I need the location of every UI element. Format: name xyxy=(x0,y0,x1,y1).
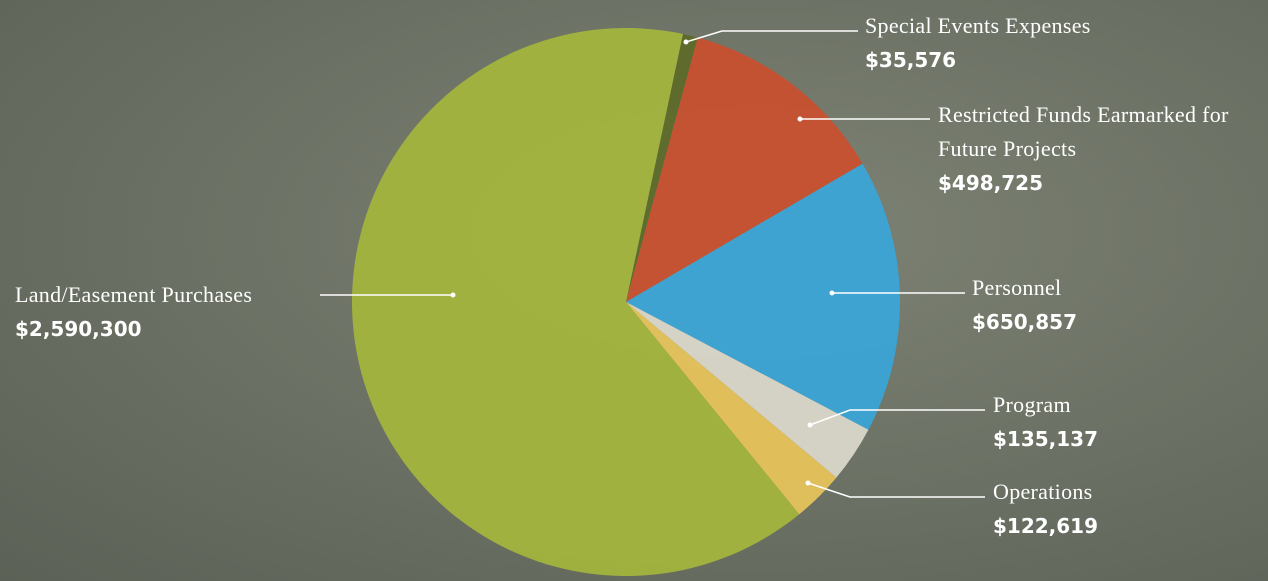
slice-value: $2,590,300 xyxy=(15,312,325,346)
slice-value: $135,137 xyxy=(993,422,1253,456)
page: {"chart_data": {"type": "pie", "categori… xyxy=(0,0,1268,581)
slice-label: Operations$122,619 xyxy=(993,475,1253,543)
slice-name: Personnel xyxy=(972,271,1252,305)
slice-value: $35,576 xyxy=(865,43,1245,77)
slice-label: Land/Easement Purchases$2,590,300 xyxy=(15,278,325,346)
leader-dot xyxy=(830,291,835,296)
leader-line xyxy=(686,31,858,42)
slice-label: Program$135,137 xyxy=(993,388,1253,456)
leader-dot xyxy=(806,481,811,486)
slice-label: Special Events Expenses$35,576 xyxy=(865,9,1245,77)
slice-value: $122,619 xyxy=(993,509,1253,543)
leader-dot xyxy=(808,423,813,428)
slice-label: Personnel$650,857 xyxy=(972,271,1252,339)
slice-name: Land/Easement Purchases xyxy=(15,278,325,312)
leader-line xyxy=(808,483,985,497)
slice-name: Operations xyxy=(993,475,1253,509)
leader-dot xyxy=(684,40,689,45)
slice-name: Restricted Funds Earmarked for Future Pr… xyxy=(938,98,1268,166)
leader-dot xyxy=(451,293,456,298)
slice-name: Program xyxy=(993,388,1253,422)
leader-dot xyxy=(798,117,803,122)
slice-label: Restricted Funds Earmarked for Future Pr… xyxy=(938,98,1268,200)
slice-value: $498,725 xyxy=(938,166,1268,200)
slice-value: $650,857 xyxy=(972,305,1252,339)
slice-name: Special Events Expenses xyxy=(865,9,1245,43)
